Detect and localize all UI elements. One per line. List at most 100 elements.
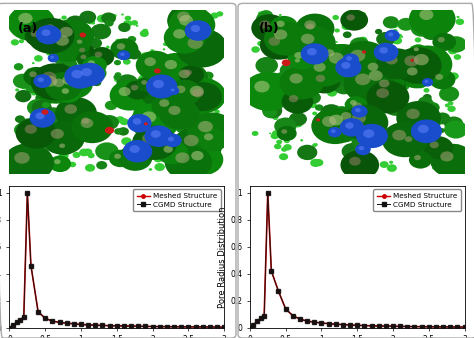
Circle shape: [276, 131, 283, 137]
Meshed Structure: [362, 323, 367, 328]
Circle shape: [81, 39, 89, 46]
Circle shape: [440, 151, 454, 162]
Circle shape: [179, 17, 188, 24]
CGMD Structure: [7, 326, 12, 330]
Circle shape: [73, 87, 83, 94]
Circle shape: [415, 104, 429, 115]
Circle shape: [301, 34, 314, 44]
Circle shape: [13, 74, 32, 89]
Circle shape: [134, 100, 150, 112]
Circle shape: [351, 105, 368, 118]
Circle shape: [180, 86, 202, 102]
Circle shape: [289, 112, 307, 126]
Circle shape: [259, 21, 270, 29]
Circle shape: [29, 71, 37, 77]
CGMD Structure: [319, 321, 324, 325]
Circle shape: [333, 66, 344, 74]
Meshed Structure: [283, 307, 289, 311]
Circle shape: [327, 55, 337, 63]
Circle shape: [318, 44, 367, 81]
Circle shape: [109, 150, 132, 167]
Circle shape: [328, 62, 336, 68]
Circle shape: [72, 77, 74, 78]
Circle shape: [397, 69, 400, 71]
CGMD Structure: [261, 314, 267, 318]
Circle shape: [65, 16, 85, 30]
Meshed Structure: [251, 323, 256, 327]
Circle shape: [79, 48, 85, 52]
Circle shape: [310, 74, 317, 79]
Circle shape: [356, 129, 360, 132]
Circle shape: [274, 29, 287, 40]
Circle shape: [45, 72, 82, 101]
Circle shape: [412, 102, 419, 107]
Circle shape: [118, 76, 121, 78]
Circle shape: [22, 32, 29, 37]
Circle shape: [301, 81, 311, 89]
Circle shape: [291, 26, 336, 60]
Circle shape: [345, 101, 354, 108]
Circle shape: [392, 37, 402, 44]
Circle shape: [73, 37, 91, 50]
Circle shape: [335, 44, 343, 50]
Circle shape: [34, 74, 52, 88]
Circle shape: [410, 44, 427, 57]
Circle shape: [32, 163, 40, 168]
Circle shape: [18, 26, 23, 29]
Circle shape: [321, 52, 332, 61]
Circle shape: [192, 107, 209, 119]
Circle shape: [263, 17, 285, 34]
Circle shape: [64, 72, 73, 79]
Circle shape: [50, 56, 54, 59]
Circle shape: [411, 20, 432, 37]
Circle shape: [266, 88, 276, 96]
Circle shape: [72, 28, 78, 33]
Circle shape: [191, 162, 193, 164]
Circle shape: [379, 80, 386, 86]
Circle shape: [318, 44, 349, 68]
Circle shape: [455, 144, 460, 148]
Circle shape: [64, 65, 96, 89]
Circle shape: [356, 41, 362, 46]
Circle shape: [142, 133, 156, 144]
Circle shape: [59, 156, 63, 160]
Meshed Structure: [383, 324, 389, 328]
Circle shape: [35, 149, 42, 155]
Circle shape: [168, 110, 171, 112]
Circle shape: [193, 96, 201, 102]
Circle shape: [18, 122, 28, 130]
Circle shape: [371, 73, 406, 100]
Circle shape: [414, 54, 429, 65]
Circle shape: [438, 148, 442, 151]
Circle shape: [131, 104, 139, 110]
Circle shape: [366, 81, 410, 114]
Circle shape: [325, 49, 334, 56]
Meshed Structure: [25, 191, 30, 195]
Circle shape: [272, 130, 282, 138]
Circle shape: [3, 143, 54, 182]
Circle shape: [157, 65, 164, 70]
Circle shape: [115, 72, 121, 77]
Circle shape: [159, 99, 200, 130]
Circle shape: [187, 122, 192, 126]
Circle shape: [379, 40, 390, 48]
Circle shape: [272, 104, 278, 110]
Circle shape: [253, 49, 256, 52]
Circle shape: [168, 135, 186, 148]
Circle shape: [282, 59, 291, 66]
CGMD Structure: [35, 310, 41, 314]
Circle shape: [340, 9, 368, 31]
Circle shape: [147, 119, 154, 124]
Circle shape: [46, 49, 55, 56]
Circle shape: [163, 43, 167, 46]
Circle shape: [84, 124, 91, 129]
Circle shape: [295, 58, 300, 63]
Circle shape: [126, 151, 136, 159]
Circle shape: [292, 120, 303, 127]
Circle shape: [290, 73, 303, 83]
Circle shape: [407, 67, 418, 75]
Circle shape: [260, 30, 298, 60]
CGMD Structure: [297, 317, 303, 321]
Circle shape: [426, 120, 437, 128]
Circle shape: [347, 126, 354, 131]
